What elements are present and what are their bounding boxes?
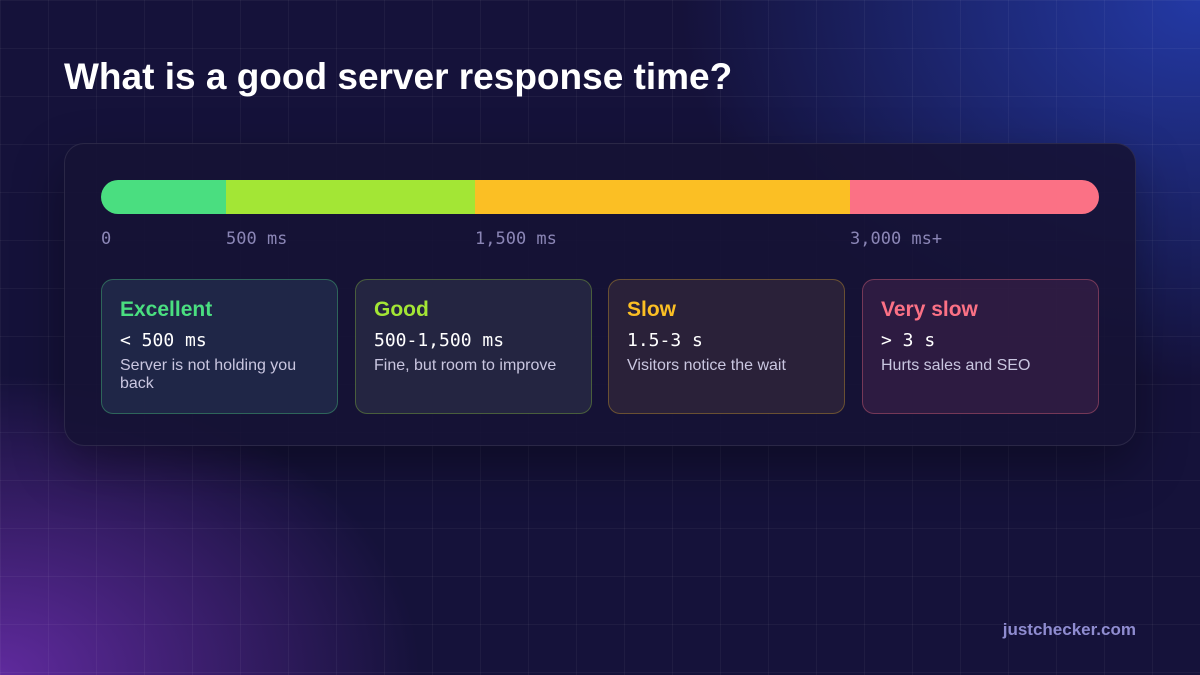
card: Slow 1.5-3 s Visitors notice the wait (608, 279, 845, 414)
card-range: 1.5-3 s (627, 330, 703, 351)
card-range: < 500 ms (120, 330, 207, 351)
card: Very slow > 3 s Hurts sales and SEO (862, 279, 1099, 414)
panel: 0 500 ms 1,500 ms 3,000 ms+ Excellent < … (64, 143, 1136, 446)
bar-segment (850, 180, 1099, 214)
footer-brand: justchecker.com (1002, 620, 1136, 639)
scale-label: 0 (101, 229, 112, 249)
card-label: Slow (627, 298, 677, 321)
card-description: Fine, but room to improve (374, 357, 557, 374)
card-label: Excellent (120, 298, 213, 321)
card-label: Very slow (881, 298, 978, 321)
card-range: > 3 s (881, 330, 936, 351)
bar-segment (101, 180, 226, 214)
card: Good 500-1,500 ms Fine, but room to impr… (355, 279, 592, 414)
card-label: Good (374, 298, 429, 321)
scale-label: 3,000 ms+ (850, 229, 943, 249)
card: Excellent < 500 ms Server is not holding… (101, 279, 338, 414)
card-description: Hurts sales and SEO (881, 357, 1031, 374)
scale-label: 500 ms (226, 229, 288, 249)
card-description: Visitors notice the wait (627, 357, 786, 374)
scale-label: 1,500 ms (475, 229, 557, 249)
card-range: 500-1,500 ms (374, 330, 505, 351)
scale-bar (101, 180, 1099, 214)
bar-segment (226, 180, 475, 214)
card-description: Server is not holding you back (120, 357, 297, 392)
title: What is a good server response time? (64, 56, 733, 97)
bar-segment (475, 180, 850, 214)
